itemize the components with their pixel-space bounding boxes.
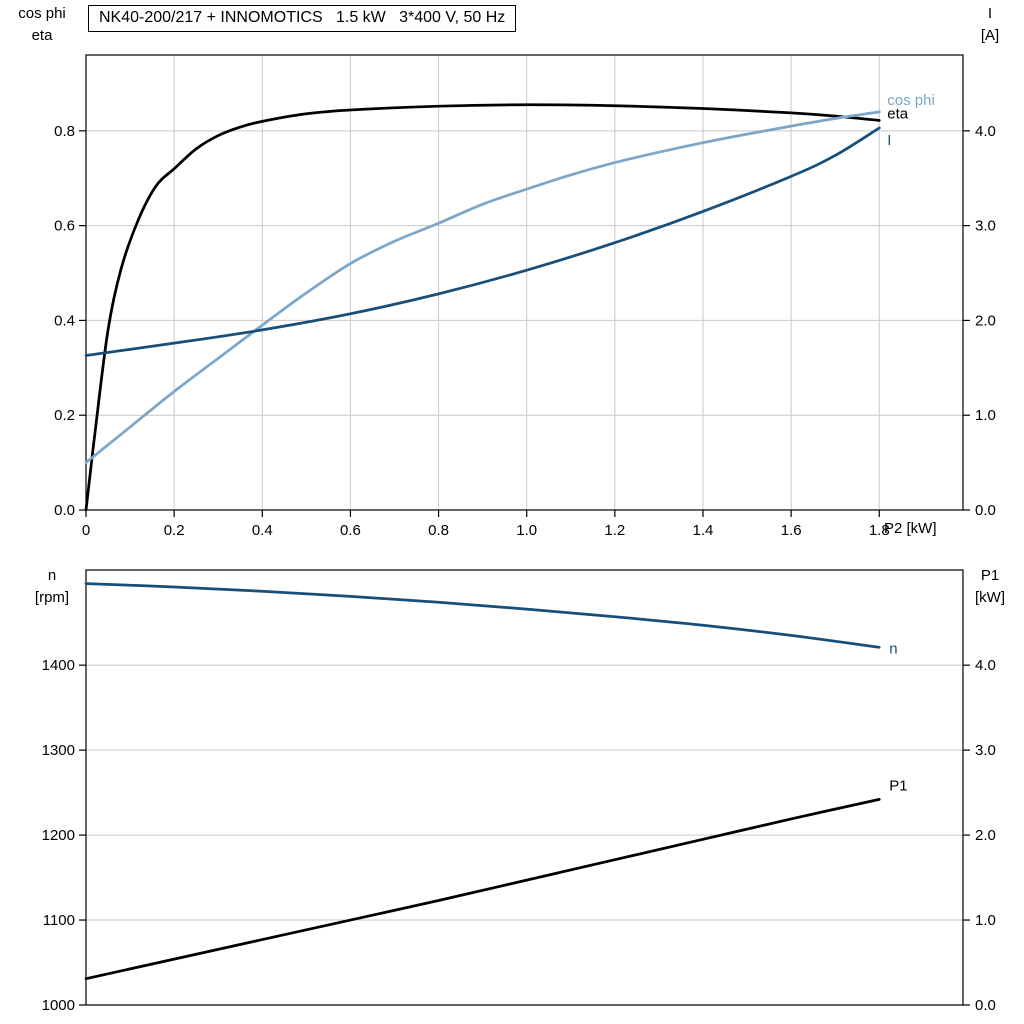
y-left-tick-label: 0.0: [54, 502, 75, 519]
y-right-tick-label: 1.0: [975, 407, 996, 424]
curve-label-eta: eta: [887, 105, 909, 122]
plot-border: [85, 54, 964, 511]
y-left-tick-label: 1400: [42, 657, 75, 674]
chart-top-cosphi-eta-current: 0 0.2 0.4 0.6 0.8 1.0 1.2 1.4 1.6 1.8 0.0 0.2 0.4 0.6…: [54, 54, 996, 539]
curve-label-cos-phi: cos phi: [887, 92, 935, 109]
y-right-tick-label: 0.0: [975, 502, 996, 519]
axis-title-speed: n: [47, 567, 57, 584]
y-left-tick-label: 0.2: [54, 407, 75, 424]
curve-current-I: [84, 126, 881, 357]
x-tick-label: 1.6: [781, 522, 802, 539]
curve-cos-phi: [84, 110, 881, 464]
x-tick-label: 0.8: [428, 522, 449, 539]
plot-border: [85, 569, 964, 1006]
curve-label-speed-n: n: [889, 640, 897, 657]
top-left-axis-title: cos phi eta: [4, 3, 80, 47]
y-right-tick-label: 0.0: [975, 997, 996, 1014]
x-tick-label: 0.2: [164, 522, 185, 539]
top-right-axis-title: I [A]: [960, 3, 1020, 47]
y-left-tick-label: 1200: [42, 827, 75, 844]
y-right-tick-label: 4.0: [975, 123, 996, 140]
curve-label-input-power-P1: P1: [889, 777, 907, 794]
curve-label-current-I: I: [887, 132, 891, 149]
axis-title-cos-phi: cos phi: [18, 5, 66, 22]
x-tick-label: 1.4: [693, 522, 714, 539]
axis-title-p1-unit: [kW]: [975, 589, 1005, 606]
y-left-tick-label: 0.6: [54, 218, 75, 235]
x-tick-label: 1.8: [869, 522, 890, 539]
y-left-tick-label: 1100: [43, 912, 75, 929]
y-right-tick-label: 2.0: [975, 827, 996, 844]
axis-title-eta: eta: [31, 27, 53, 44]
x-tick-label: 1.2: [604, 522, 625, 539]
chart-title-box: NK40-200/217 + INNOMOTICS 1.5 kW 3*400 V…: [88, 5, 517, 32]
y-left-tick-label: 1000: [42, 997, 75, 1014]
x-tick-label: 0: [82, 522, 90, 539]
bottom-left-axis-title: n [rpm]: [16, 565, 88, 609]
axis-title-current-unit: [A]: [980, 27, 1000, 44]
x-tick-label: 0.6: [340, 522, 361, 539]
bottom-right-axis-title: P1 [kW]: [960, 565, 1020, 609]
y-right-tick-label: 3.0: [975, 218, 996, 235]
curve-speed-n: [84, 582, 881, 649]
y-left-tick-label: 0.8: [54, 123, 75, 140]
y-right-tick-label: 1.0: [975, 912, 996, 929]
axis-title-speed-unit: [rpm]: [34, 589, 70, 606]
axis-title-p1: P1: [980, 567, 1000, 584]
x-tick-label: 1.0: [516, 522, 537, 539]
y-right-tick-label: 3.0: [975, 742, 996, 759]
chart-bottom-speed-power: 1000 1100 1200 1300 1400 0.0 1.0 2.0 3.0 4.0 n P1: [42, 569, 996, 1014]
y-left-tick-label: 0.4: [54, 312, 75, 329]
curve-eta: [84, 103, 881, 512]
axis-title-current: I: [987, 5, 993, 22]
x-axis-title-p2: P2 [kW]: [884, 520, 937, 537]
y-right-tick-label: 4.0: [975, 657, 996, 674]
curve-input-power-P1: [84, 798, 881, 981]
y-right-tick-label: 2.0: [975, 312, 996, 329]
y-left-tick-label: 1300: [42, 742, 75, 759]
x-tick-label: 0.4: [252, 522, 273, 539]
